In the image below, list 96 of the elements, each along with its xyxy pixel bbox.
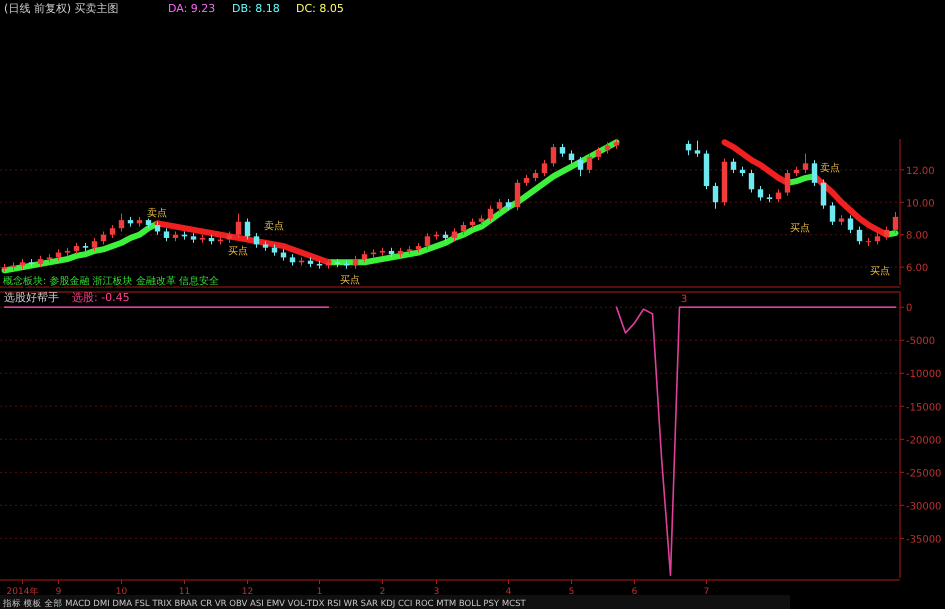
- candlestick: [254, 232, 260, 248]
- candlestick: [452, 228, 458, 242]
- y-tick-label: 12.00: [906, 166, 935, 177]
- y-tick-label: -10000: [906, 369, 942, 380]
- candlestick: [686, 140, 692, 156]
- candlestick: [56, 248, 62, 262]
- candlestick: [362, 250, 368, 263]
- candlestick: [884, 226, 890, 240]
- candlestick: [578, 156, 584, 177]
- candlestick: [74, 242, 80, 255]
- candlestick: [308, 256, 314, 268]
- candlestick: [352, 255, 358, 270]
- candlestick: [154, 221, 160, 236]
- candlestick: [784, 169, 790, 196]
- x-tick-label: 2: [380, 587, 386, 597]
- candlestick: [38, 255, 44, 268]
- chart-title: (日线 前复权) 买卖主图: [4, 2, 119, 15]
- candlestick: [776, 188, 782, 203]
- x-tick-label: 6: [632, 587, 638, 597]
- candlestick: [730, 158, 736, 174]
- x-tick-label: 10: [116, 587, 128, 597]
- candlestick: [856, 226, 862, 245]
- y-tick-label: -35000: [906, 534, 942, 546]
- candlestick: [128, 216, 134, 228]
- candlestick: [820, 179, 826, 210]
- candlestick: [812, 160, 818, 187]
- candlestick: [604, 142, 610, 154]
- candlestick: [496, 198, 502, 212]
- candlestick: [136, 216, 142, 228]
- candlestick: [100, 230, 106, 245]
- annotation: 买点: [790, 222, 810, 234]
- x-tick-label: 4: [506, 587, 512, 597]
- candlestick: [442, 230, 448, 242]
- candlestick: [290, 254, 296, 266]
- y-tick-label: -30000: [906, 501, 942, 512]
- annotation: 概念板块: 参股金融 浙江板块 金融改革 信息安全: [3, 275, 220, 287]
- candlestick: [568, 150, 574, 164]
- annotation: 选股: -0.45: [72, 291, 130, 304]
- candlestick: [748, 169, 754, 194]
- candlestick: [416, 242, 422, 254]
- x-tick-label: 11: [178, 587, 190, 597]
- candlestick: [92, 237, 98, 252]
- candlestick: [272, 244, 278, 256]
- candlestick: [712, 182, 718, 210]
- candlestick: [118, 213, 124, 232]
- candlestick: [758, 186, 764, 202]
- y-tick-label: -25000: [906, 468, 942, 480]
- candlestick: [226, 230, 232, 244]
- candlestick: [830, 202, 836, 226]
- y-tick-label: -5000: [906, 336, 936, 348]
- tab-bar: 指标 模板 全部 MACD DMI DMA FSL TRIX BRAR CR VR OBV ASI EMV VOL-TDX RSI WR SAR KDJ CCI ROC MTM BOLL PSY MCST: [0, 595, 790, 609]
- x-tick-label: 9: [56, 587, 62, 597]
- x-tick-label: 1: [316, 587, 322, 597]
- candlestick: [470, 218, 476, 229]
- candlestick: [244, 218, 250, 240]
- candlestick: [236, 213, 242, 238]
- candlestick: [614, 138, 620, 150]
- annotation: 买点: [340, 274, 360, 286]
- text: DB: 8.18: [232, 2, 280, 15]
- x-tick-label: 12: [242, 587, 254, 597]
- x-tick-label: 3: [434, 587, 440, 597]
- text: DC: 8.05: [296, 2, 344, 15]
- x-tick-label: 7: [704, 587, 710, 597]
- candlestick: [596, 146, 602, 161]
- x-tick-label: 2014年: [6, 586, 38, 597]
- candlestick: [542, 160, 548, 177]
- candlestick: [488, 205, 494, 222]
- y-tick-label: 0: [906, 303, 912, 314]
- annotation: 卖点: [820, 162, 840, 174]
- y-tick-label: 6.00: [906, 263, 928, 274]
- annotation: 买点: [228, 245, 248, 257]
- candlestick: [524, 174, 530, 187]
- y-tick-label: -15000: [906, 402, 942, 414]
- annotation: 3: [680, 294, 688, 305]
- candlestick: [460, 221, 466, 236]
- candlestick: [586, 153, 592, 174]
- candlestick: [802, 153, 808, 174]
- annotation: 买点: [870, 265, 890, 277]
- text: DA: 9.23: [168, 2, 216, 15]
- candlestick: [560, 143, 566, 158]
- candlestick: [172, 230, 178, 242]
- candlestick: [550, 143, 556, 168]
- candlestick: [164, 228, 170, 242]
- candlestick: [110, 224, 116, 238]
- candlestick: [892, 212, 898, 234]
- candlestick: [424, 232, 430, 250]
- annotation: 卖点: [264, 220, 284, 232]
- candlestick: [532, 169, 538, 182]
- x-tick-label: 5: [568, 587, 574, 597]
- candlestick: [848, 214, 854, 234]
- candlestick: [280, 248, 286, 262]
- y-tick-label: 8.00: [906, 230, 928, 242]
- chart-title: 选股好帮手: [4, 291, 59, 304]
- annotation: 卖点: [147, 207, 167, 219]
- y-tick-label: -20000: [906, 435, 942, 446]
- y-tick-label: 10.00: [906, 198, 935, 210]
